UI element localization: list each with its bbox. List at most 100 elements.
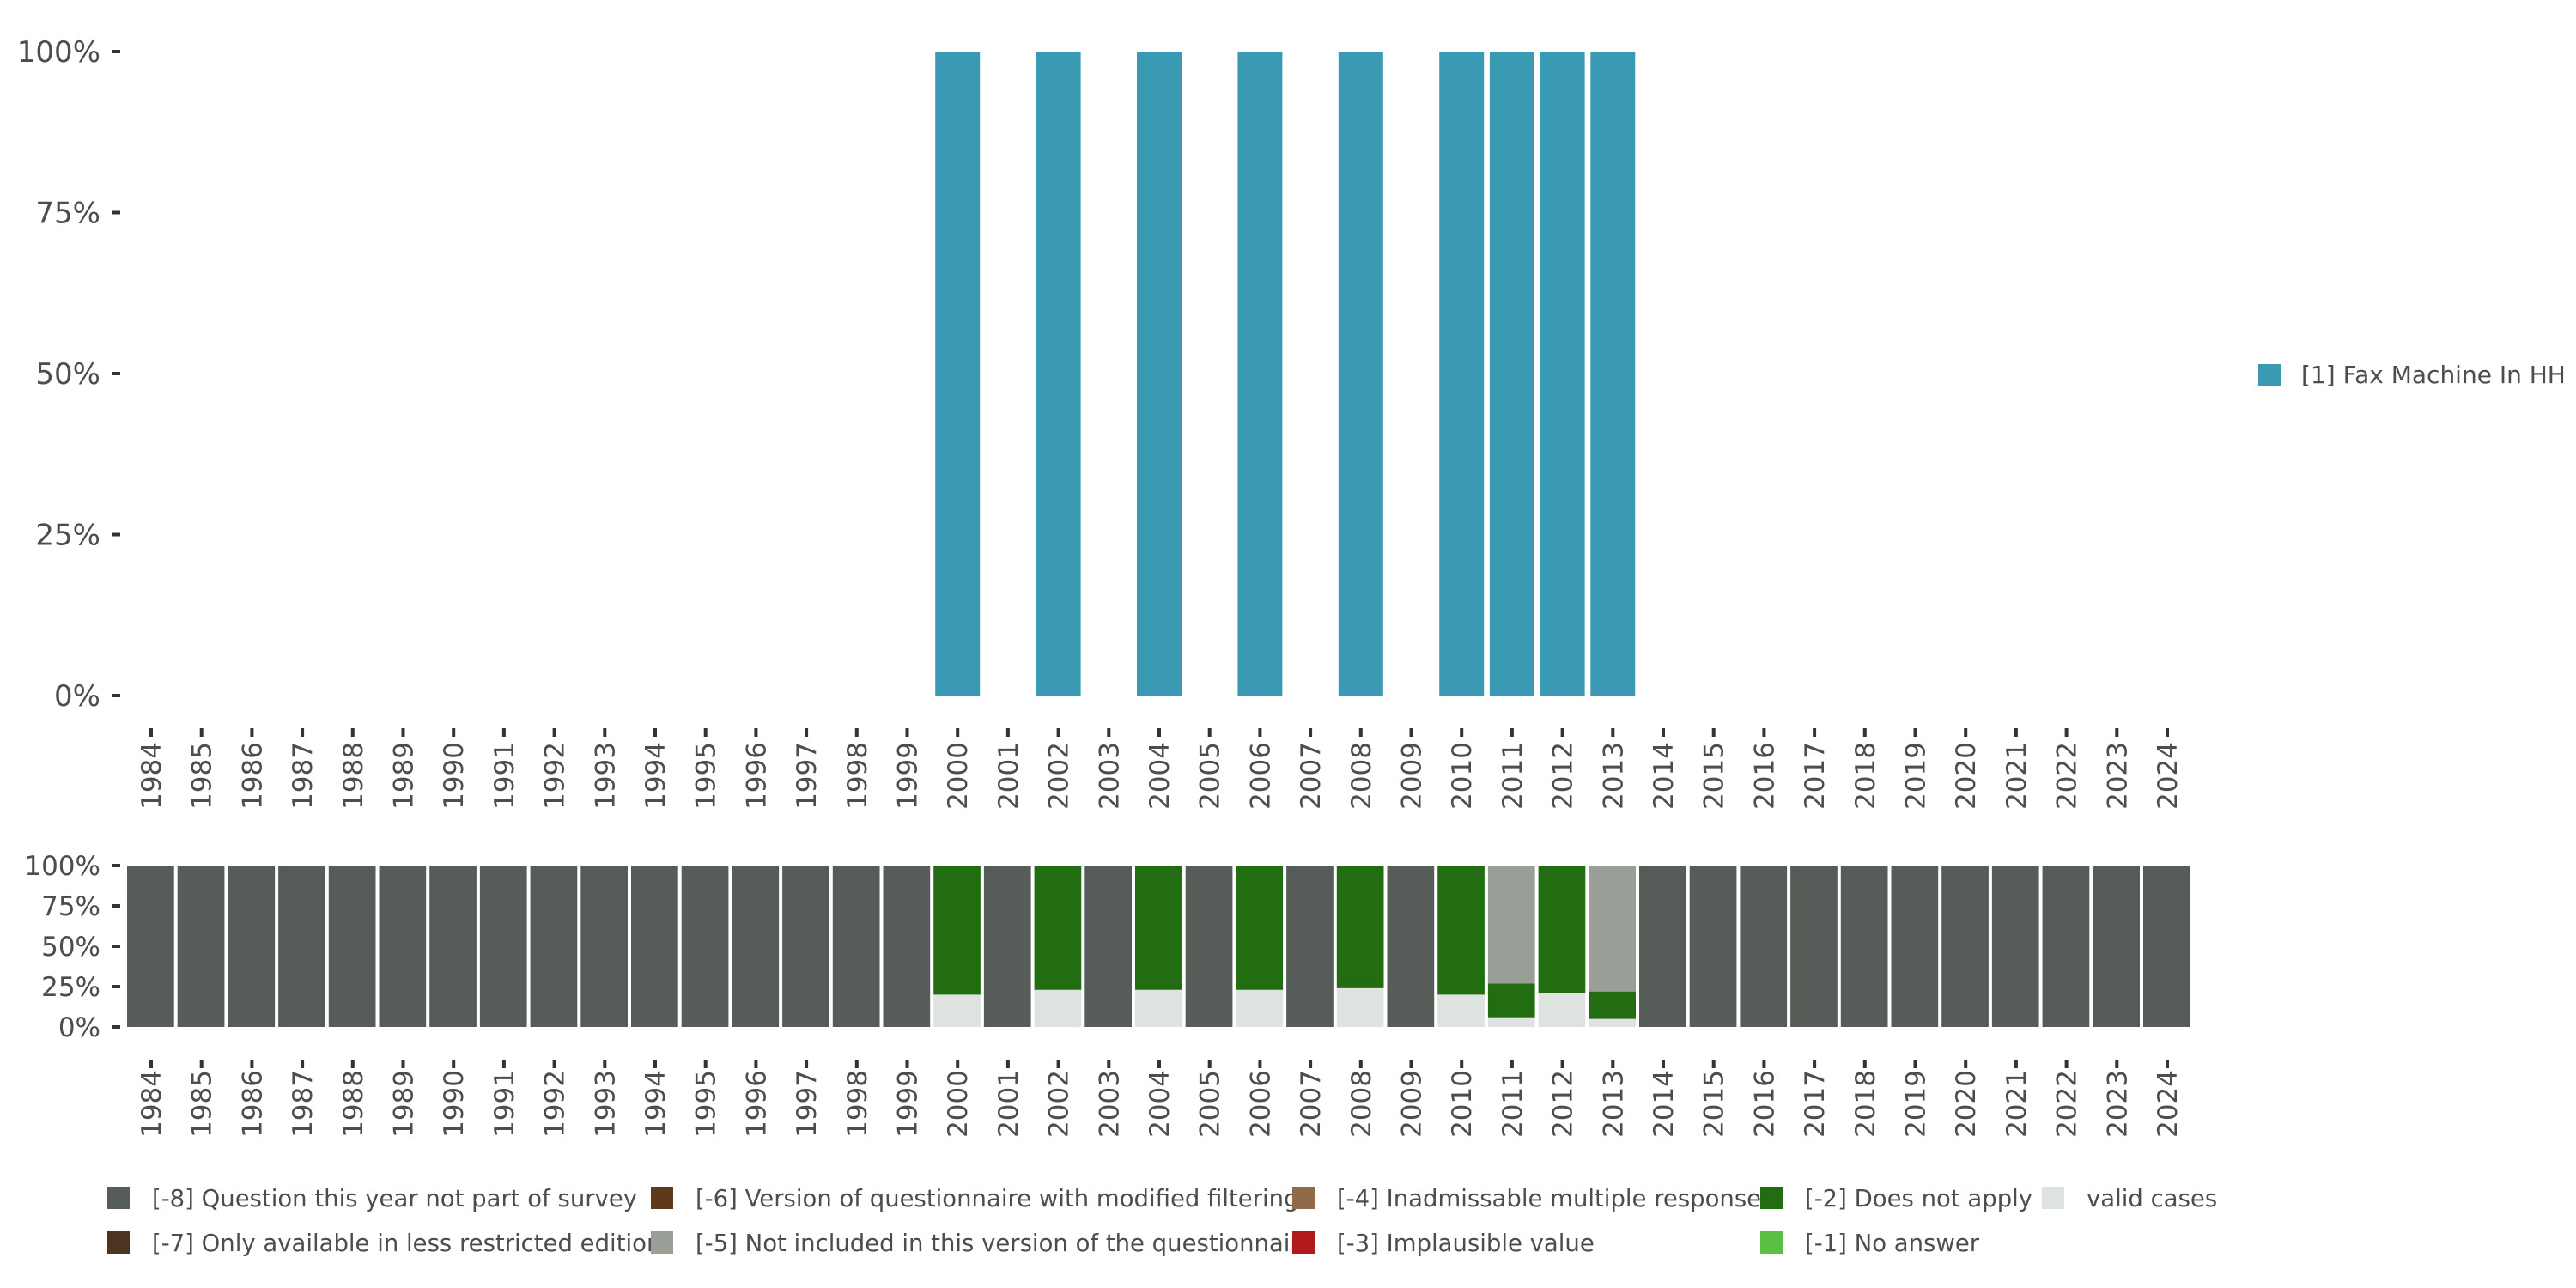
top-x-tick-label: 2003 [1094, 742, 1125, 810]
segment-8-question-this-year-not-part-of-survey-2001 [983, 866, 1031, 1027]
bottom-x-tick-label: 1999 [893, 1070, 924, 1138]
top-legend: [1] Fax Machine In HH [2258, 361, 2566, 389]
top-x-tick-label: 1984 [137, 742, 167, 810]
bar-1-fax-machine-in-hh-2004 [1137, 52, 1182, 696]
bottom-x-tick-label: 1998 [842, 1070, 873, 1138]
segment-8-question-this-year-not-part-of-survey-2016 [1740, 866, 1788, 1027]
bottom-x-tick-label: 2000 [943, 1070, 974, 1138]
segment-2-does-not-apply-2010 [1437, 866, 1485, 995]
segment-8-question-this-year-not-part-of-survey-1988 [328, 866, 376, 1027]
top-x-tick-label: 2022 [2052, 742, 2083, 810]
segment-8-question-this-year-not-part-of-survey-2014 [1639, 866, 1686, 1027]
segment-8-question-this-year-not-part-of-survey-2019 [1891, 866, 1939, 1027]
segment-8-question-this-year-not-part-of-survey-2015 [1689, 866, 1737, 1027]
top-x-tick-label: 2014 [1649, 742, 1680, 810]
segment-8-question-this-year-not-part-of-survey-2020 [1941, 866, 1989, 1027]
bottom-x-tick-label: 2012 [1548, 1070, 1579, 1138]
bottom-x-tick-label: 2020 [1951, 1070, 1982, 1138]
segment-2-does-not-apply-2008 [1336, 866, 1384, 988]
bottom-y-tick-label: 0% [58, 1012, 100, 1043]
bottom-legend-label: [-1] No answer [1805, 1230, 1980, 1257]
top-x-tick-label: 2016 [1749, 742, 1780, 810]
top-x-tick-label: 2020 [1951, 742, 1982, 810]
bar-1-fax-machine-in-hh-2002 [1036, 52, 1081, 696]
top-x-tick-label: 1998 [842, 742, 873, 810]
top-x-tick-label: 1994 [641, 742, 671, 810]
segment-8-question-this-year-not-part-of-survey-1989 [379, 866, 427, 1027]
bar-1-fax-machine-in-hh-2000 [935, 52, 981, 696]
segment-8-question-this-year-not-part-of-survey-2023 [2093, 866, 2140, 1027]
bar-1-fax-machine-in-hh-2011 [1489, 52, 1534, 696]
bottom-legend-swatch [1292, 1231, 1315, 1254]
bottom-x-tick-label: 2021 [2002, 1070, 2032, 1138]
segment-8-question-this-year-not-part-of-survey-1997 [782, 866, 829, 1027]
top-x-tick-label: 2000 [943, 742, 974, 810]
segment-8-question-this-year-not-part-of-survey-2017 [1790, 866, 1838, 1027]
bottom-x-tick-label: 2006 [1245, 1070, 1276, 1138]
bottom-x-tick-label: 2014 [1649, 1070, 1680, 1138]
segment-8-question-this-year-not-part-of-survey-2021 [1991, 866, 2039, 1027]
bottom-x-tick-label: 2022 [2052, 1070, 2083, 1138]
bottom-x-tick-label: 1987 [288, 1070, 319, 1138]
segment-8-question-this-year-not-part-of-survey-1995 [681, 866, 729, 1027]
bottom-x-tick-label: 2013 [1598, 1070, 1629, 1138]
bottom-x-tick-label: 1990 [439, 1070, 470, 1138]
segment-8-question-this-year-not-part-of-survey-1999 [883, 866, 931, 1027]
top-x-tick-label: 1988 [338, 742, 369, 810]
bottom-x-tick-label: 2001 [993, 1070, 1024, 1138]
segment-valid-cases-2011 [1487, 1017, 1535, 1027]
top-x-tick-label: 2006 [1245, 742, 1276, 810]
bottom-x-tick-label: 1996 [741, 1070, 772, 1138]
segment-valid-cases-2000 [933, 994, 981, 1027]
bottom-legend-swatch [107, 1231, 130, 1254]
segment-8-question-this-year-not-part-of-survey-2009 [1387, 866, 1435, 1027]
segment-8-question-this-year-not-part-of-survey-1992 [530, 866, 578, 1027]
bottom-y-tick-label: 25% [41, 972, 100, 1003]
bottom-legend-swatch [1760, 1231, 1783, 1254]
segment-8-question-this-year-not-part-of-survey-2005 [1185, 866, 1233, 1027]
top-x-tick-label: 2013 [1598, 742, 1629, 810]
bottom-x-tick-label: 2023 [2102, 1070, 2133, 1138]
top-y-tick-label: 75% [35, 197, 100, 231]
segment-valid-cases-2004 [1135, 989, 1182, 1027]
bottom-x-tick-label: 2002 [1044, 1070, 1075, 1138]
bottom-x-tick-label: 2019 [1901, 1070, 1932, 1138]
segment-2-does-not-apply-2011 [1487, 983, 1535, 1018]
bottom-x-tick-label: 2005 [1195, 1070, 1226, 1138]
top-x-tick-label: 2019 [1901, 742, 1932, 810]
bar-1-fax-machine-in-hh-2006 [1237, 52, 1283, 696]
segment-valid-cases-2008 [1336, 987, 1384, 1027]
bottom-legend-label: [-8] Question this year not part of surv… [152, 1185, 637, 1212]
bottom-x-tick-label: 1994 [641, 1070, 671, 1138]
bottom-x-tick-label: 1984 [137, 1070, 167, 1138]
top-x-tick-label: 2021 [2002, 742, 2032, 810]
bottom-x-tick-label: 1988 [338, 1070, 369, 1138]
segment-valid-cases-2012 [1538, 993, 1586, 1027]
bottom-x-tick-label: 2009 [1397, 1070, 1428, 1138]
segment-valid-cases-2002 [1034, 989, 1082, 1027]
segment-2-does-not-apply-2013 [1589, 991, 1636, 1019]
top-legend-label: [1] Fax Machine In HH [2301, 361, 2566, 389]
top-x-tick-label: 1996 [741, 742, 772, 810]
top-x-tick-label: 1993 [590, 742, 621, 810]
top-y-tick-label: 50% [35, 357, 100, 392]
top-chart: 0% 25% 50% 75% 100% 1984 1985 1986 1987 1988 1989 1… [17, 35, 2184, 810]
bottom-legend-label: valid cases [2087, 1185, 2217, 1212]
segment-2-does-not-apply-2002 [1034, 866, 1082, 990]
top-x-tick-label: 2004 [1145, 742, 1176, 810]
segment-2-does-not-apply-2004 [1135, 866, 1182, 990]
segment-2-does-not-apply-2000 [933, 866, 981, 995]
segment-valid-cases-2006 [1236, 989, 1284, 1027]
bottom-legend-swatch [1292, 1187, 1315, 1209]
bottom-x-tick-label: 2004 [1145, 1070, 1176, 1138]
top-y-tick-label: 0% [54, 679, 100, 714]
top-x-tick-label: 1997 [792, 742, 823, 810]
bottom-x-tick-label: 2008 [1346, 1070, 1377, 1138]
segment-8-question-this-year-not-part-of-survey-1993 [580, 866, 628, 1027]
bottom-x-tick-label: 1995 [691, 1070, 722, 1138]
top-x-tick-label: 1986 [237, 742, 268, 810]
segment-8-question-this-year-not-part-of-survey-2018 [1840, 866, 1888, 1027]
segment-8-question-this-year-not-part-of-survey-1984 [127, 866, 174, 1027]
segment-8-question-this-year-not-part-of-survey-1986 [228, 866, 276, 1027]
